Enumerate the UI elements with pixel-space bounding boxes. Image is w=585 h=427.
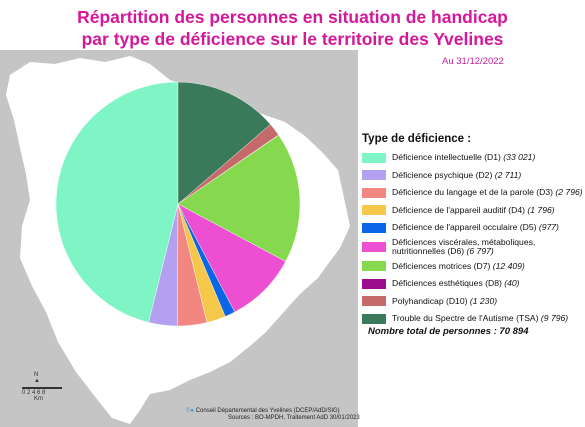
scale-unit: Km xyxy=(34,396,43,402)
legend-value: (9 796) xyxy=(540,313,569,324)
legend-label: Trouble du Spectre de l'Autisme (TSA) xyxy=(392,313,539,324)
legend-value: (12 409) xyxy=(492,260,525,271)
legend-swatch xyxy=(362,242,386,252)
legend-item-d4: Déficience de l'appareil auditif (D4) (1… xyxy=(362,202,584,220)
legend-label: Déficience de l'appareil auditif (D4) xyxy=(392,204,526,215)
legend-swatch xyxy=(362,296,386,307)
legend-item-tsa: Trouble du Spectre de l'Autisme (TSA) (9… xyxy=(362,310,584,328)
date-label: Au 31/12/2022 xyxy=(442,56,504,67)
legend-value: (6 797) xyxy=(466,246,494,256)
legend-label: Déficience intellectuelle (D1) xyxy=(392,152,501,163)
map-area xyxy=(6,56,350,424)
legend-label: Déficiences esthétiques (D8) xyxy=(392,278,502,289)
legend-swatch xyxy=(362,205,386,216)
legend-swatch xyxy=(362,187,386,198)
scale-label: 0 2 4 6 8 xyxy=(22,390,46,396)
chart-title-line1: Répartition des personnes en situation d… xyxy=(77,7,508,27)
total-label: Nombre total de personnes : 70 894 xyxy=(368,326,529,337)
pie-slice-10 xyxy=(177,81,271,205)
legend-value: (1 796) xyxy=(527,204,555,215)
pie-slice-1 xyxy=(55,81,179,323)
pie-chart xyxy=(55,81,301,327)
legend-value: (2 711) xyxy=(494,169,522,180)
legend-label: Déficiences motrices (D7) xyxy=(392,260,491,271)
legend-item-d2: Déficience psychique (D2) (2 711) xyxy=(362,167,584,185)
legend-swatch xyxy=(362,152,386,163)
legend: Type de déficience : Déficience intellec… xyxy=(362,133,584,328)
chart-title-line2: par type de déficience sur le territoire… xyxy=(81,29,504,49)
credit-line2: Sources : BO-MPDH, Traitement AdD 30/01/… xyxy=(228,415,360,421)
compass-label: N xyxy=(34,372,39,378)
legend-item-d8: Déficiences esthétiques (D8) (40) xyxy=(362,275,584,293)
compass-scale: N ▲ 0 2 4 6 8 Km xyxy=(22,372,62,402)
legend-swatch xyxy=(362,261,386,272)
legend-swatch xyxy=(362,278,386,289)
legend-label: Déficience psychique (D2) xyxy=(392,169,493,180)
legend-swatch xyxy=(362,222,386,233)
copyright-logo-icon: ©● xyxy=(186,408,195,414)
legend-value: (33 021) xyxy=(503,152,536,163)
credit-text: Conseil Départemental des Yvelines (DCEP… xyxy=(195,408,340,414)
pie-slice-7 xyxy=(177,134,301,262)
legend-value: (1 230) xyxy=(469,295,498,306)
legend-item-d7: Déficiences motrices (D7) (12 409) xyxy=(362,258,584,276)
legend-label: Polyhandicap (D10) xyxy=(392,295,468,306)
legend-item-d10: Polyhandicap (D10) (1 230) xyxy=(362,293,584,311)
scale-bar: 0 2 4 6 8 xyxy=(22,387,62,396)
legend-label: Déficiences viscérales, métaboliques, nu… xyxy=(392,237,536,256)
legend-title: Type de déficience : xyxy=(362,133,472,145)
legend-item-d1: Déficience intellectuelle (D1) (33 021) xyxy=(362,149,584,167)
credit-line1: ©● Conseil Départemental des Yvelines (D… xyxy=(186,408,360,415)
legend-item-d3: Déficience du langage et de la parole (D… xyxy=(362,184,584,202)
legend-items: Déficience intellectuelle (D1) (33 021) … xyxy=(362,149,584,328)
legend-swatch xyxy=(362,170,386,181)
chart-title: Répartition des personnes en situation d… xyxy=(0,6,585,50)
legend-item-d5: Déficience de l'appareil occulaire (D5) … xyxy=(362,219,584,237)
legend-value: (977) xyxy=(538,222,559,233)
legend-value: (2 796) xyxy=(555,187,583,198)
legend-item-d6: Déficiences viscérales, métaboliques, nu… xyxy=(362,237,584,258)
north-arrow-icon: N ▲ xyxy=(34,372,40,384)
legend-value: (40) xyxy=(504,278,520,289)
legend-label: Déficience de l'appareil occulaire (D5) xyxy=(392,222,537,233)
legend-swatch xyxy=(362,313,386,324)
credits: ©● Conseil Départemental des Yvelines (D… xyxy=(186,408,360,422)
legend-label: Déficience du langage et de la parole (D… xyxy=(392,187,553,198)
